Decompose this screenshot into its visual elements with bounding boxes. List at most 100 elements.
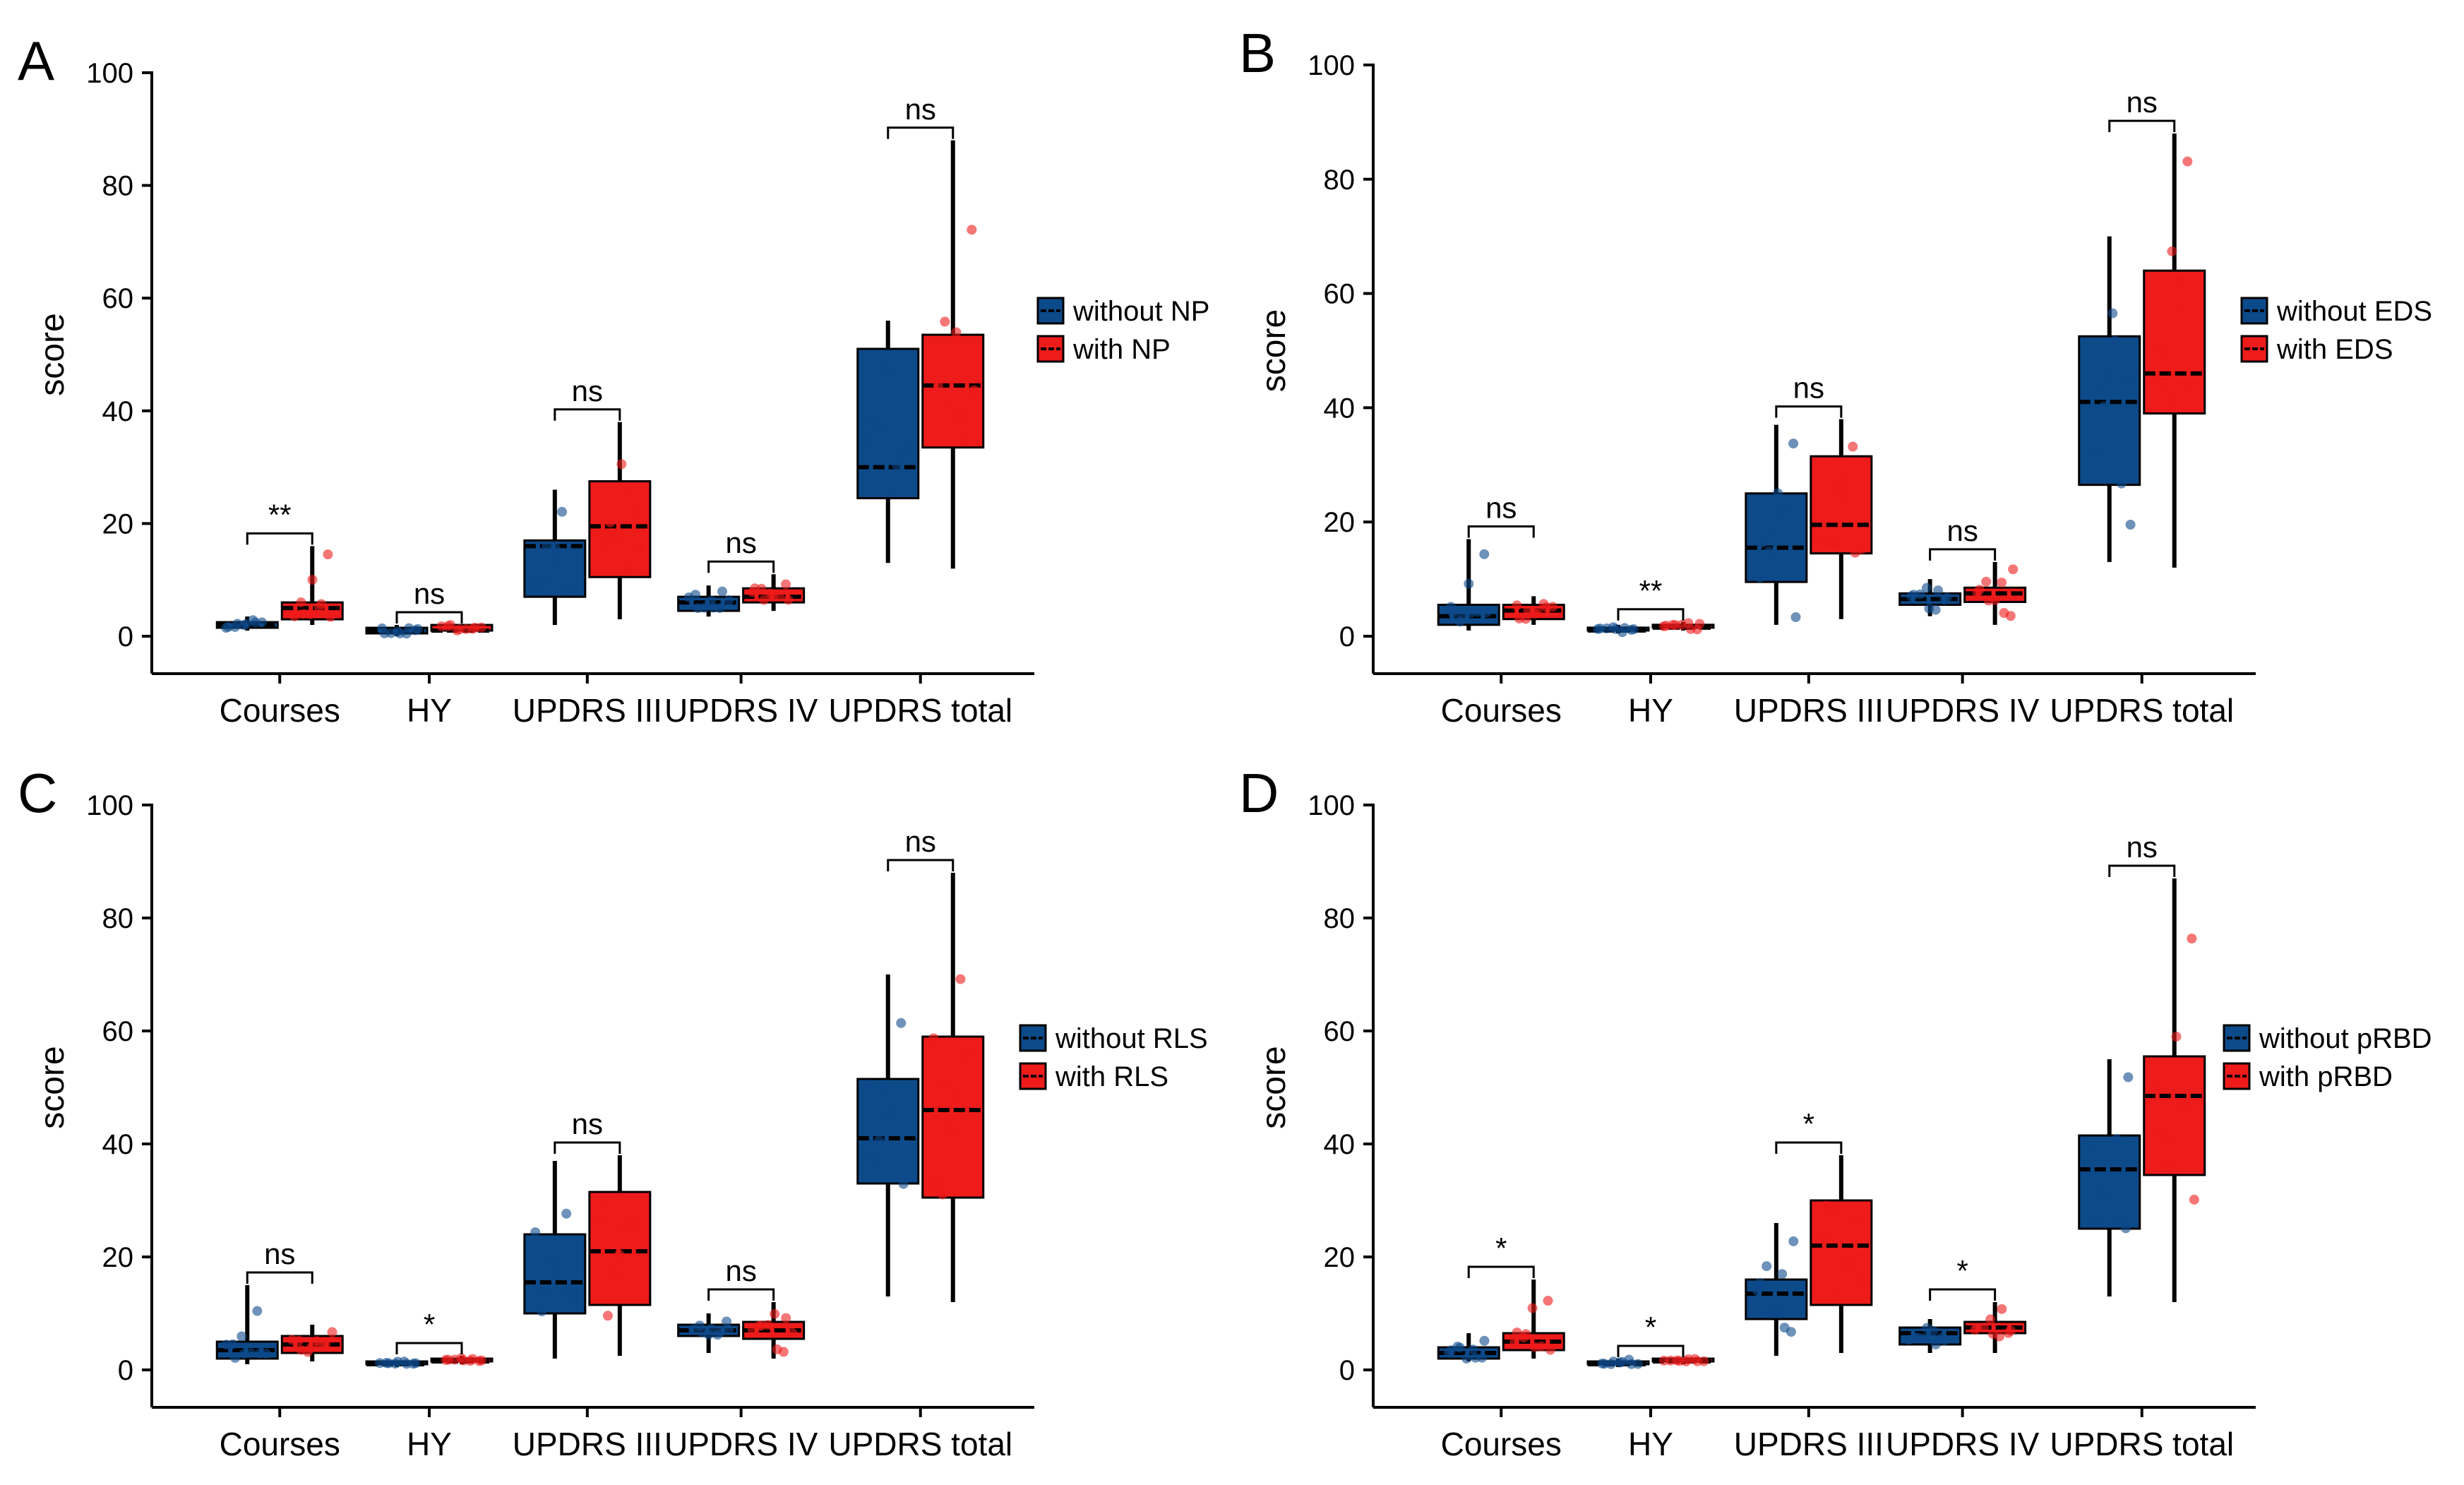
data-point <box>1823 533 1834 544</box>
data-point <box>546 1257 556 1268</box>
y-tick-label: 100 <box>86 58 133 89</box>
data-point <box>316 599 327 609</box>
significance-label: ns <box>414 577 445 610</box>
box-with <box>2143 269 2206 415</box>
data-point <box>1832 482 1843 492</box>
significance-label: * <box>1495 1231 1507 1265</box>
data-point <box>1972 1323 1982 1333</box>
data-point <box>2149 376 2160 386</box>
data-point <box>770 1308 780 1319</box>
significance-bracket <box>1617 1344 1685 1357</box>
data-point <box>539 1290 549 1301</box>
data-point <box>964 1046 975 1057</box>
data-point <box>1942 592 1952 603</box>
data-point <box>1819 1232 1829 1243</box>
data-point <box>1595 624 1605 634</box>
data-point <box>305 1343 316 1354</box>
data-point <box>885 485 895 496</box>
data-point <box>787 1328 798 1338</box>
data-point <box>1762 1261 1772 1272</box>
x-tick-label: UPDRS III <box>1734 692 1884 729</box>
data-point <box>1985 1314 1996 1325</box>
data-point <box>2184 381 2195 392</box>
data-point <box>1694 619 1705 629</box>
data-point <box>951 327 962 338</box>
data-point <box>232 619 243 629</box>
y-axis-label: score <box>1255 309 1293 392</box>
data-point <box>2089 448 2100 459</box>
y-tick-label: 80 <box>1324 165 1356 196</box>
y-tick-label: 60 <box>102 283 134 314</box>
data-point <box>1608 1356 1619 1367</box>
data-point <box>393 1356 403 1367</box>
data-point <box>2098 401 2109 412</box>
data-point <box>401 1359 412 1369</box>
data-point <box>379 628 390 638</box>
data-point <box>313 1339 324 1349</box>
legend-label: without RLS <box>1055 1023 1208 1054</box>
data-point <box>767 591 778 602</box>
data-point <box>1773 488 1783 499</box>
data-point <box>758 595 769 605</box>
significance-label: ns <box>905 93 936 126</box>
box-with <box>588 480 652 578</box>
data-point <box>1521 1329 1531 1340</box>
data-point <box>1764 546 1774 556</box>
data-point <box>458 1355 469 1366</box>
significance-label: ns <box>572 1107 603 1140</box>
data-point <box>436 621 447 632</box>
data-point <box>1790 612 1801 623</box>
data-point <box>1512 1328 1522 1338</box>
data-point <box>1523 606 1533 616</box>
data-point <box>404 623 414 633</box>
data-point <box>750 583 760 594</box>
data-point <box>2187 934 2197 944</box>
data-point <box>1628 624 1639 635</box>
data-point <box>1754 1277 1765 1288</box>
data-point <box>2112 1134 2122 1145</box>
data-point <box>898 1179 909 1189</box>
data-point <box>1922 1323 1932 1333</box>
x-tick-label: HY <box>1628 692 1673 729</box>
data-point <box>614 1249 625 1260</box>
x-tick-label: UPDRS total <box>2050 1426 2234 1462</box>
data-point <box>1464 578 1474 589</box>
data-point <box>867 417 878 427</box>
data-point <box>325 612 335 622</box>
x-tick-label: UPDRS III <box>513 692 662 729</box>
significance-label: ns <box>264 1237 295 1270</box>
legend-label: without pRBD <box>2259 1023 2432 1054</box>
y-tick-label: 20 <box>102 1242 134 1273</box>
significance-label: ns <box>2127 85 2158 119</box>
significance-bracket <box>554 1141 621 1154</box>
data-point <box>237 1331 247 1342</box>
data-point <box>470 622 480 633</box>
data-point <box>445 620 456 631</box>
data-point <box>783 595 794 605</box>
data-point <box>557 506 568 517</box>
data-point <box>747 1325 758 1335</box>
data-point <box>933 381 944 391</box>
data-point <box>602 1311 613 1321</box>
data-point <box>1674 1356 1685 1366</box>
x-tick-label: UPDRS total <box>2050 692 2234 729</box>
data-point <box>955 974 966 984</box>
panel-label: B <box>1239 22 1276 84</box>
data-point <box>2100 371 2111 381</box>
x-tick-label: Courses <box>220 692 340 729</box>
significance-label: ** <box>1639 574 1663 607</box>
x-tick-label: Courses <box>220 1426 340 1462</box>
data-point <box>724 595 734 606</box>
data-point <box>900 444 911 455</box>
significance-bracket <box>395 611 463 624</box>
data-point <box>1788 439 1799 449</box>
significance-label: * <box>1803 1107 1814 1140</box>
data-point <box>530 1227 541 1238</box>
significance-label: ** <box>268 498 292 531</box>
x-tick-label: UPDRS IV <box>1886 692 2040 729</box>
data-point <box>946 1123 957 1134</box>
data-point <box>477 1355 487 1366</box>
data-point <box>605 518 616 528</box>
panel-label: C <box>18 762 57 824</box>
